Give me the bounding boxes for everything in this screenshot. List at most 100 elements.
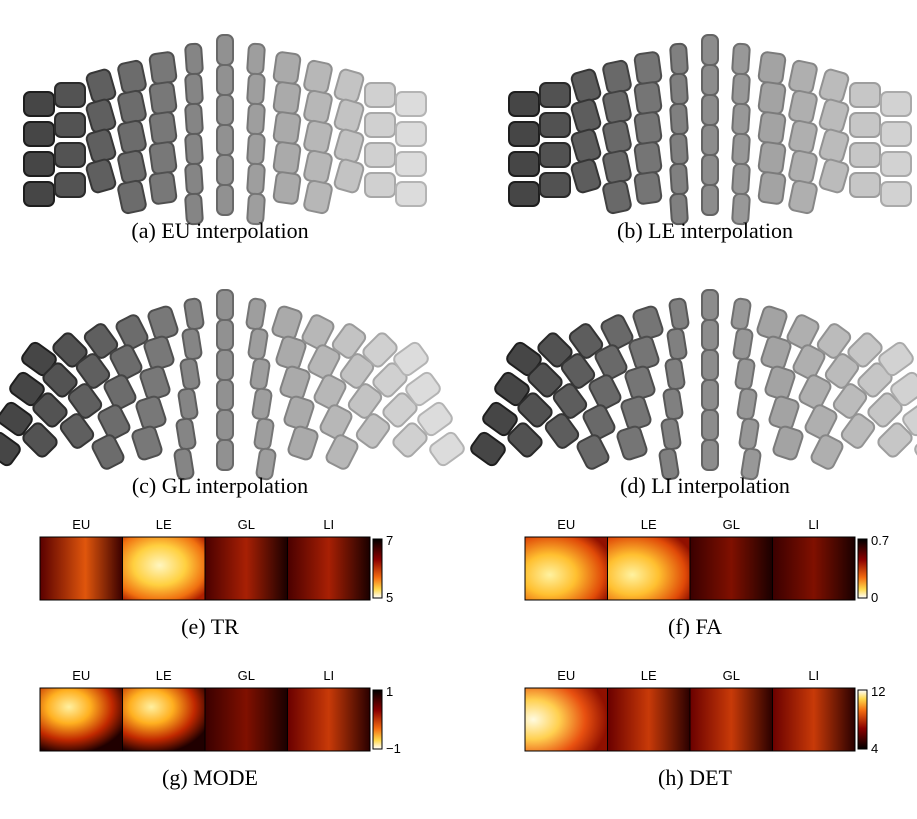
glyph [217, 65, 233, 95]
figure: (a) EU interpolation(b) LE interpolation… [0, 0, 917, 819]
glyph [809, 433, 844, 471]
glyph [732, 103, 750, 134]
glyph [665, 358, 685, 390]
glyph [85, 68, 116, 103]
column-label: LE [641, 517, 657, 532]
glyph [818, 158, 849, 193]
glyph [24, 92, 54, 116]
glyph [634, 51, 662, 84]
glyph [702, 380, 718, 410]
glyph [247, 163, 265, 194]
column-label: LI [323, 517, 334, 532]
glyph [732, 73, 750, 104]
glyph [663, 388, 683, 420]
glyph [217, 320, 233, 350]
glyph [273, 141, 301, 174]
glyph [540, 83, 570, 107]
glyph [764, 365, 796, 401]
glyph [217, 155, 233, 185]
glyph [139, 365, 171, 401]
glyph [185, 103, 203, 134]
glyph [760, 335, 792, 371]
caption: (f) FA [668, 614, 722, 639]
glyph [509, 152, 539, 176]
glyph [788, 120, 818, 154]
column-label: EU [72, 517, 90, 532]
glyph [117, 90, 147, 124]
column-label: GL [238, 517, 255, 532]
glyph [217, 35, 233, 65]
glyph [396, 92, 426, 116]
caption: (g) MODE [162, 765, 258, 790]
column-label: LI [808, 517, 819, 532]
glyph [184, 298, 204, 330]
glyph [818, 68, 849, 103]
glyph [509, 92, 539, 116]
caption: (h) DET [658, 765, 732, 790]
glyph [670, 163, 688, 194]
glyph [182, 328, 202, 360]
heat-map [288, 537, 371, 600]
glyph [283, 395, 315, 431]
glyph [772, 425, 804, 461]
heat-map [40, 537, 123, 600]
glyph [620, 395, 652, 431]
heat-map [773, 688, 856, 751]
glyph [758, 141, 786, 174]
heat-map [525, 688, 608, 751]
glyph-field [509, 35, 911, 225]
glyph [55, 83, 85, 107]
glyph [634, 111, 662, 144]
glyph [702, 290, 718, 320]
glyph [246, 298, 266, 330]
glyph [217, 440, 233, 470]
glyph [24, 122, 54, 146]
glyph [540, 113, 570, 137]
glyph [756, 305, 788, 341]
glyph [602, 90, 632, 124]
glyph [758, 111, 786, 144]
colorbar-max: 0.7 [871, 533, 889, 548]
glyph [250, 358, 270, 390]
colorbar-min: −1 [386, 741, 401, 756]
glyph [570, 68, 601, 103]
glyph [55, 113, 85, 137]
colorbar-min: 0 [871, 590, 878, 605]
glyph [634, 171, 662, 204]
glyph [733, 328, 753, 360]
glyph [702, 185, 718, 215]
glyph [788, 90, 818, 124]
glyph [117, 120, 147, 154]
colorbar [373, 690, 382, 749]
heat-map [608, 537, 691, 600]
colorbar-max: 7 [386, 533, 393, 548]
glyph [149, 141, 177, 174]
heat-map [205, 688, 288, 751]
glyph [575, 433, 610, 471]
glyph [670, 103, 688, 134]
glyph [739, 418, 759, 450]
glyph [176, 418, 196, 450]
glyph [570, 158, 601, 193]
glyph [217, 350, 233, 380]
glyph [365, 113, 395, 137]
glyph [758, 81, 786, 114]
glyph [217, 125, 233, 155]
glyph [737, 388, 757, 420]
heat-map [288, 688, 371, 751]
glyph [702, 35, 718, 65]
glyph [303, 90, 333, 124]
glyph [624, 365, 656, 401]
glyph [333, 128, 364, 163]
glyph [758, 51, 786, 84]
glyph [217, 185, 233, 215]
glyph [850, 143, 880, 167]
glyph [185, 43, 203, 74]
column-label: GL [238, 668, 255, 683]
glyph [271, 305, 303, 341]
glyph [248, 328, 268, 360]
glyph [303, 60, 333, 94]
caption: (d) LI interpolation [620, 473, 790, 498]
glyph [509, 182, 539, 206]
colorbar-min: 4 [871, 741, 878, 756]
